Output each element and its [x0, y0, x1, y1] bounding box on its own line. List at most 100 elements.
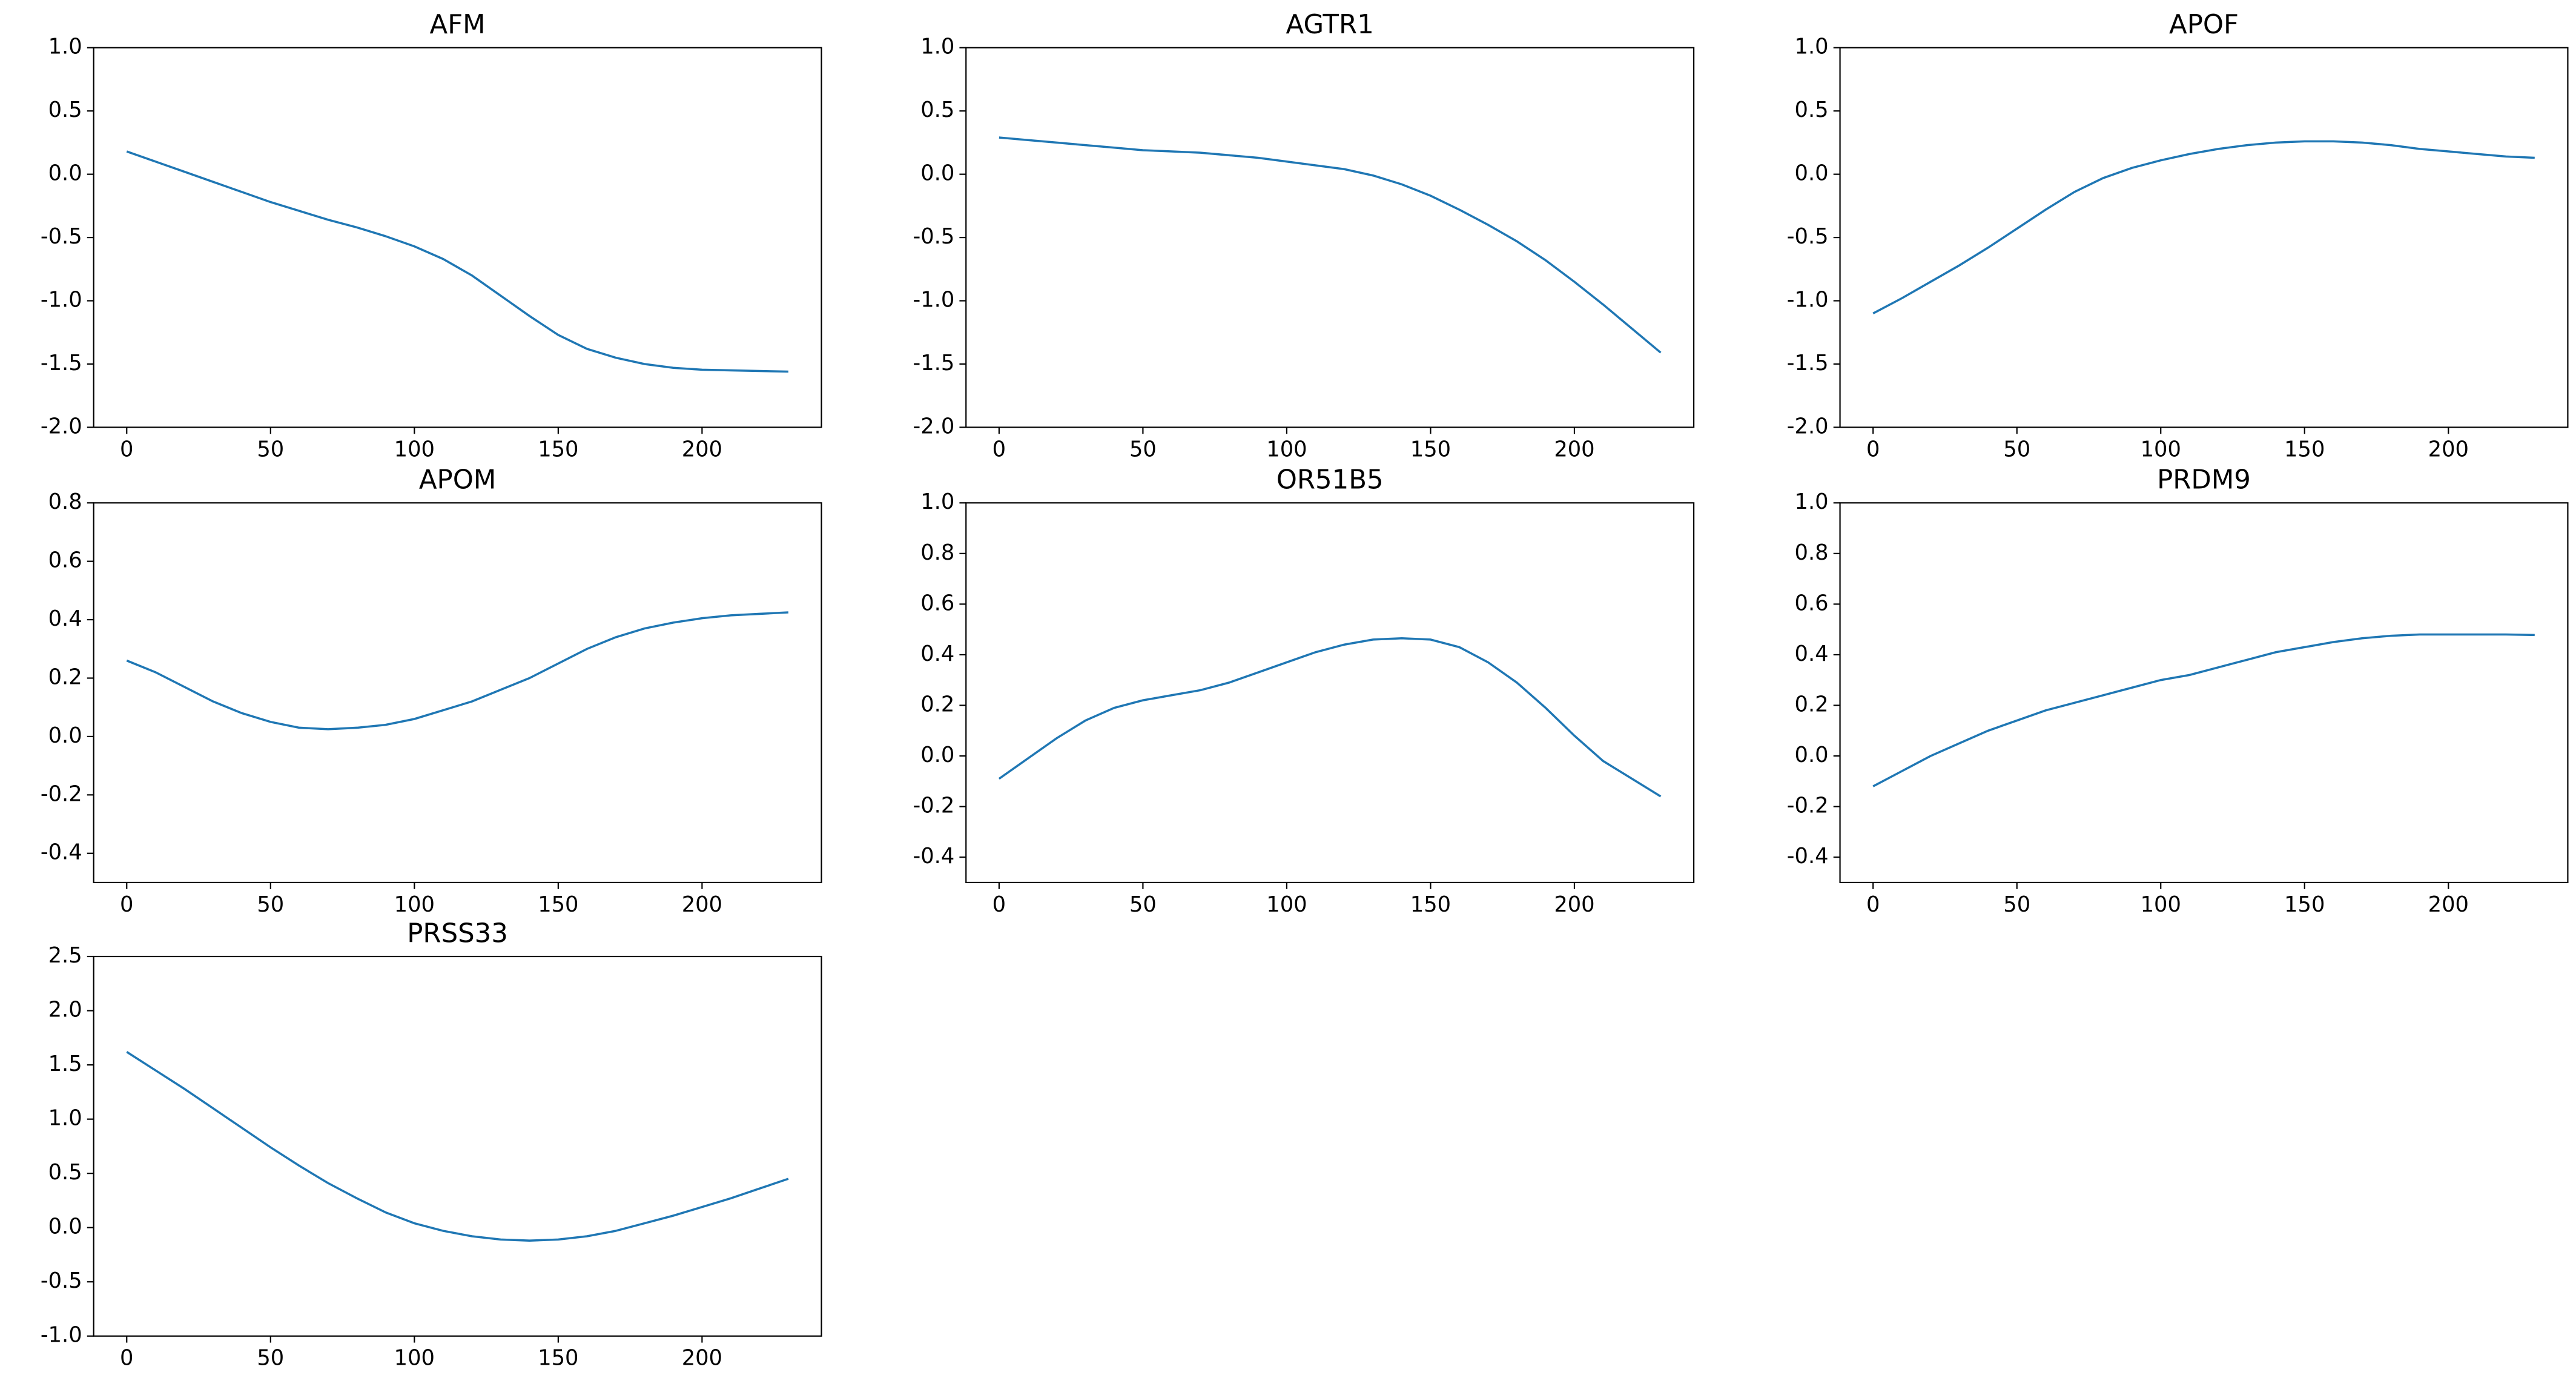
- plot-frame: [93, 47, 822, 428]
- y-tick-label: 1.0: [48, 35, 82, 59]
- x-tick-label: 200: [1554, 437, 1594, 462]
- y-tick-label: 0.4: [48, 606, 82, 631]
- y-tick-label: -1.5: [1787, 351, 1829, 376]
- plot-frame: [93, 502, 822, 884]
- x-tick-label: 0: [992, 437, 1006, 462]
- x-tick-label: 150: [2284, 892, 2325, 917]
- y-tick-label: -0.2: [1787, 793, 1829, 818]
- y-tick-label: 0.0: [1795, 161, 1829, 186]
- x-tick-label: 150: [538, 437, 578, 462]
- y-tick-label: 0.5: [920, 98, 954, 122]
- x-tick-label: 200: [682, 1346, 722, 1371]
- y-tick-label: -0.5: [913, 224, 954, 249]
- x-tick-label: 50: [257, 1346, 284, 1371]
- chart-title: AFM: [430, 10, 486, 40]
- y-tick-label: 0.4: [1795, 641, 1829, 666]
- data-line: [999, 136, 1662, 354]
- x-tick-label: 50: [257, 437, 284, 462]
- x-tick-label: 100: [394, 437, 435, 462]
- y-tick-label: 0.0: [48, 723, 82, 748]
- x-tick-label: 200: [2428, 437, 2469, 462]
- chart-title: OR51B5: [1276, 465, 1384, 495]
- x-tick-label: 50: [257, 892, 284, 917]
- y-tick-label: 2.0: [48, 998, 82, 1022]
- x-tick-label: 100: [2141, 437, 2181, 462]
- y-tick-label: 0.5: [48, 98, 82, 122]
- y-tick-label: 0.8: [1795, 540, 1829, 565]
- x-tick-label: 50: [2003, 437, 2030, 462]
- y-tick-label: 0.0: [920, 743, 954, 767]
- y-tick-label: -0.5: [41, 224, 82, 249]
- x-tick-label: 200: [682, 437, 722, 462]
- x-tick-label: 0: [1866, 437, 1880, 462]
- y-tick-label: -1.0: [1787, 288, 1829, 313]
- y-tick-label: 0.0: [48, 1214, 82, 1239]
- y-tick-label: -1.5: [41, 351, 82, 376]
- x-tick-label: 200: [682, 892, 722, 917]
- y-tick-label: -0.4: [41, 840, 82, 865]
- y-tick-label: -2.0: [913, 414, 954, 439]
- y-tick-label: 1.0: [1795, 35, 1829, 59]
- y-tick-label: 0.5: [48, 1160, 82, 1185]
- x-tick-label: 100: [2141, 892, 2181, 917]
- y-tick-label: -2.0: [41, 414, 82, 439]
- x-tick-label: 0: [120, 1346, 133, 1371]
- y-tick-label: -1.0: [41, 288, 82, 313]
- data-line: [126, 1051, 789, 1242]
- y-tick-label: 1.5: [48, 1052, 82, 1076]
- y-tick-label: 1.0: [920, 35, 954, 59]
- x-tick-label: 100: [394, 1346, 435, 1371]
- data-line: [1872, 140, 2535, 315]
- x-tick-label: 50: [1129, 892, 1157, 917]
- x-tick-label: 0: [120, 892, 133, 917]
- x-tick-label: 0: [992, 892, 1006, 917]
- y-tick-label: 0.0: [48, 161, 82, 186]
- y-tick-label: 1.0: [1795, 489, 1829, 514]
- y-tick-label: 0.8: [920, 540, 954, 565]
- y-tick-label: 0.0: [920, 161, 954, 186]
- y-tick-label: -0.5: [1787, 224, 1829, 249]
- y-tick-label: 0.2: [920, 692, 954, 717]
- y-tick-label: -0.4: [913, 844, 954, 869]
- plot-frame: [93, 955, 822, 1337]
- x-tick-label: 150: [1410, 437, 1451, 462]
- y-tick-label: 1.0: [920, 489, 954, 514]
- y-tick-label: -1.0: [41, 1323, 82, 1348]
- data-line: [998, 637, 1662, 798]
- y-tick-label: -1.5: [913, 351, 954, 376]
- data-line: [126, 150, 788, 373]
- x-tick-label: 50: [1129, 437, 1157, 462]
- plot-frame: [1839, 502, 2569, 884]
- y-tick-label: 0.2: [1795, 692, 1829, 717]
- x-tick-label: 100: [1266, 892, 1307, 917]
- x-tick-label: 150: [1410, 892, 1451, 917]
- y-tick-label: -0.4: [1787, 844, 1829, 869]
- x-tick-label: 100: [394, 892, 435, 917]
- x-tick-label: 200: [1554, 892, 1594, 917]
- chart-title: APOM: [419, 465, 496, 495]
- x-tick-label: 100: [1266, 437, 1307, 462]
- chart-title: PRSS33: [407, 918, 508, 949]
- y-tick-label: 1.0: [48, 1106, 82, 1131]
- data-line: [126, 611, 788, 730]
- y-tick-label: -1.0: [913, 288, 954, 313]
- data-line: [1872, 633, 2535, 787]
- x-tick-label: 0: [120, 437, 133, 462]
- plot-frame: [965, 47, 1695, 428]
- y-tick-label: -0.5: [41, 1268, 82, 1293]
- y-tick-label: 0.6: [48, 548, 82, 573]
- plot-frame: [965, 502, 1695, 884]
- chart-title: PRDM9: [2157, 465, 2251, 495]
- y-tick-label: -0.2: [41, 781, 82, 806]
- y-tick-label: 0.6: [1795, 591, 1829, 615]
- y-tick-label: 2.5: [48, 943, 82, 968]
- y-tick-label: 0.2: [48, 665, 82, 690]
- x-tick-label: 50: [2003, 892, 2030, 917]
- x-tick-label: 150: [538, 892, 578, 917]
- y-tick-label: 0.0: [1795, 743, 1829, 767]
- chart-title: APOF: [2169, 10, 2239, 40]
- x-tick-label: 150: [2284, 437, 2325, 462]
- x-tick-label: 150: [538, 1346, 578, 1371]
